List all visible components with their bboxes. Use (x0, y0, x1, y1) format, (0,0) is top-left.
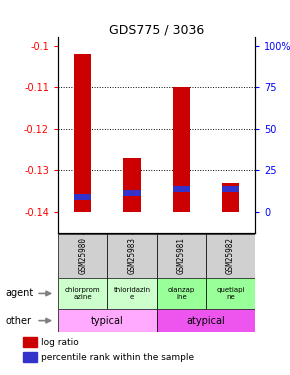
Bar (157, 309, 255, 332)
Bar (58, 309, 157, 332)
Text: log ratio: log ratio (41, 338, 79, 346)
Text: GSM25982: GSM25982 (226, 237, 235, 274)
Text: GSM25983: GSM25983 (127, 237, 137, 274)
Bar (157, 234, 206, 278)
Bar (23, 337, 37, 347)
Text: typical: typical (91, 316, 124, 326)
Text: thioridazin
e: thioridazin e (113, 287, 151, 300)
Text: olanzap
ine: olanzap ine (168, 287, 195, 300)
Bar (58, 234, 107, 278)
Bar (107, 278, 157, 309)
Bar (123, 158, 141, 212)
Bar (173, 186, 190, 192)
Bar (157, 278, 206, 309)
Text: quetiapi
ne: quetiapi ne (216, 287, 245, 300)
Bar (58, 278, 107, 309)
Bar (74, 54, 91, 212)
Bar (206, 234, 255, 278)
Text: GSM25981: GSM25981 (177, 237, 186, 274)
Bar (23, 352, 37, 362)
Text: agent: agent (6, 288, 34, 298)
Bar (74, 194, 91, 200)
Bar (222, 186, 239, 192)
Text: chlorprom
azine: chlorprom azine (65, 287, 100, 300)
Bar (107, 234, 157, 278)
Text: other: other (6, 316, 32, 326)
Bar (222, 183, 239, 212)
Text: atypical: atypical (186, 316, 225, 326)
Bar (206, 278, 255, 309)
Title: GDS775 / 3036: GDS775 / 3036 (109, 23, 204, 36)
Text: percentile rank within the sample: percentile rank within the sample (41, 352, 194, 362)
Bar (123, 190, 141, 196)
Text: GSM25980: GSM25980 (78, 237, 87, 274)
Bar (173, 87, 190, 212)
